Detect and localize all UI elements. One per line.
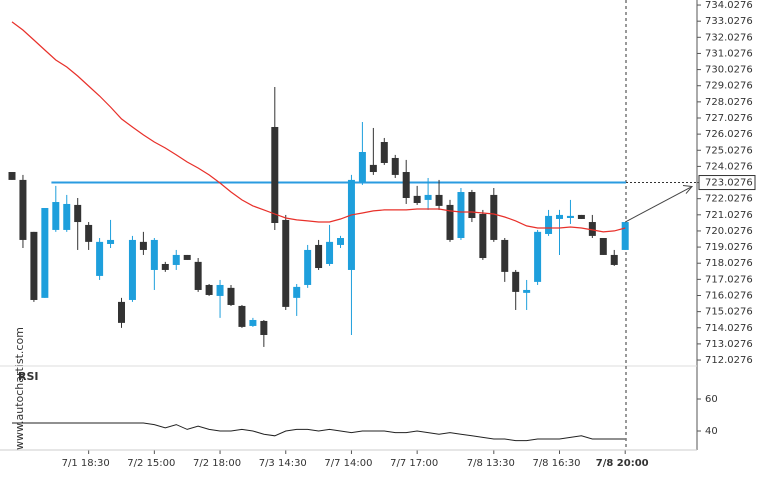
candle-body [501, 239, 509, 272]
candle-body [435, 194, 443, 206]
x-tick-label: 7/7 14:00 [324, 458, 372, 469]
y-tick-label: 716.0276 [705, 290, 753, 301]
candle-body [391, 157, 399, 175]
candle-body [282, 219, 290, 307]
candle-body [271, 126, 279, 224]
x-tick-label: 7/8 13:30 [467, 458, 515, 469]
candle-body [512, 271, 520, 292]
candle-body [402, 172, 410, 198]
level-label-box [698, 175, 756, 191]
y-tick-label: 720.0276 [705, 226, 753, 237]
candle-body [85, 224, 93, 242]
candle-body [238, 305, 246, 327]
candle-body [424, 194, 432, 200]
y-tick-label: 718.0276 [705, 258, 753, 269]
x-tick-label: 7/7 17:00 [390, 458, 438, 469]
candle-body [30, 231, 38, 300]
candle-body [588, 222, 596, 236]
y-tick-label: 721.0276 [705, 210, 753, 221]
x-tick-label: 7/2 15:00 [127, 458, 175, 469]
candle-body [118, 301, 125, 323]
y-tick-label: 714.0276 [705, 323, 753, 334]
candle-body [249, 319, 257, 326]
y-tick-label: 734.0276 [705, 0, 753, 11]
candle-body [304, 249, 312, 285]
candle-body [205, 284, 213, 295]
y-tick-label: 717.0276 [705, 274, 753, 285]
forecast-arrow [624, 186, 693, 223]
candle-body [41, 207, 49, 298]
y-tick-label: 719.0276 [705, 242, 753, 253]
candle-body [599, 238, 607, 255]
y-tick-label: 713.0276 [705, 339, 753, 350]
y-tick-label: 726.0276 [705, 129, 753, 140]
y-tick-label: 724.0276 [705, 161, 753, 172]
rsi-line [12, 422, 626, 442]
candle-body [183, 254, 191, 260]
watermark: www.autochartist.com [13, 327, 26, 450]
x-tick-label: 7/8 20:00 [596, 458, 649, 469]
candle-body [227, 287, 235, 305]
y-tick-label: 715.0276 [705, 307, 753, 318]
candle-body [545, 215, 553, 234]
y-tick-label: 722.0276 [705, 194, 753, 205]
candle-body [556, 214, 563, 219]
candle-body [326, 241, 334, 264]
candle-body [490, 194, 498, 240]
candle-body [128, 239, 136, 300]
candle-body [260, 320, 268, 335]
y-tick-label: 723.0276 [705, 178, 753, 189]
candle-body [457, 192, 465, 239]
candle-body [96, 241, 104, 276]
candle-body [315, 244, 323, 269]
y-tick-label: 732.0276 [705, 32, 753, 43]
candle-body [337, 238, 344, 245]
candle-body [610, 254, 618, 265]
candle-body [172, 254, 180, 265]
y-tick-label: 727.0276 [705, 113, 753, 124]
candle-body [139, 241, 147, 250]
candle-body [621, 222, 629, 250]
y-tick-label: 725.0276 [705, 145, 753, 156]
y-tick-label: 731.0276 [705, 48, 753, 59]
y-tick-label: 712.0276 [705, 355, 753, 366]
y-tick-label: 733.0276 [705, 16, 753, 27]
rsi-tick-label: 40 [705, 426, 718, 437]
candle-body [566, 215, 574, 218]
candle-body [380, 141, 388, 163]
candle-body [446, 204, 454, 240]
candle-body [479, 213, 487, 259]
y-tick-label: 728.0276 [705, 97, 753, 108]
candle-body [293, 286, 301, 298]
candle-body [577, 214, 585, 219]
candle-body [413, 195, 421, 203]
candle-body [523, 289, 531, 293]
forecast-arrow-head [682, 185, 693, 194]
candle-body [534, 231, 542, 282]
candle-body [216, 284, 224, 296]
x-tick-label: 7/8 16:30 [532, 458, 580, 469]
candle-body [161, 263, 169, 270]
candle-body [358, 152, 366, 183]
candle-body [74, 204, 82, 223]
candle-body [468, 192, 476, 218]
y-tick-label: 729.0276 [705, 81, 753, 92]
candle-body [107, 239, 115, 244]
candle-body [52, 202, 60, 230]
x-tick-label: 7/1 18:30 [62, 458, 110, 469]
rsi-tick-label: 60 [705, 394, 718, 405]
candle-body [347, 179, 355, 270]
moving-average [11, 21, 626, 233]
y-tick-label: 730.0276 [705, 65, 753, 76]
candle-body [63, 203, 71, 230]
candle-body [8, 172, 16, 180]
candle-body [150, 239, 158, 270]
candle-body [194, 261, 202, 290]
candle-body [19, 179, 27, 240]
x-tick-label: 7/3 14:30 [259, 458, 307, 469]
rsi-label: RSI [18, 370, 39, 383]
x-tick-label: 7/2 18:00 [193, 458, 241, 469]
candle-body [369, 164, 377, 173]
